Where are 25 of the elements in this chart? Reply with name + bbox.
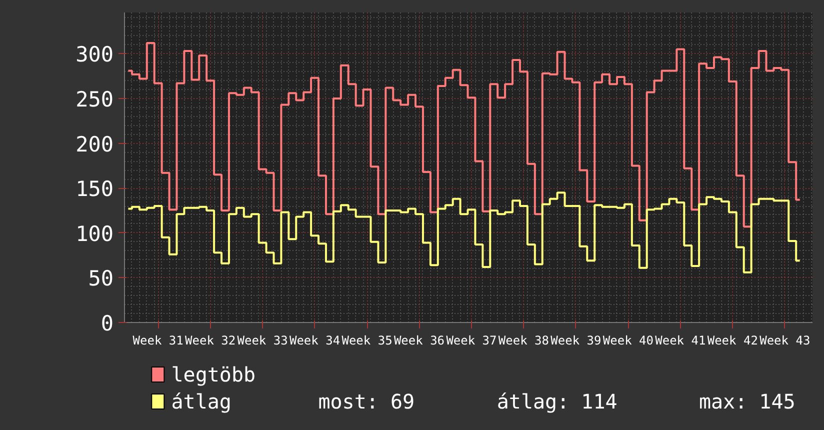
y-tick-label: 150	[76, 177, 114, 202]
y-tick-label: 50	[88, 266, 114, 291]
y-tick-label: 100	[76, 222, 114, 246]
x-tick-label: Week 36	[394, 334, 445, 348]
x-tick-label: Week 34	[289, 334, 340, 348]
x-tick-label: Week 38	[498, 334, 550, 348]
text: most: 69	[318, 390, 415, 414]
x-tick-label: Week 41	[655, 334, 706, 348]
y-tick-label: 200	[76, 132, 114, 156]
y-tick-label: 250	[76, 88, 114, 112]
y-tick-label: 0	[100, 312, 114, 336]
y-tick-label: 300	[76, 42, 114, 67]
legend-label: legtöbb	[171, 362, 256, 386]
text: max: 145	[698, 390, 796, 414]
x-tick-label: Week 37	[446, 334, 497, 348]
x-tick-label: Week 31	[132, 334, 184, 348]
x-tick-label: Week 42	[707, 334, 758, 348]
x-tick-label: Week 40	[602, 334, 654, 348]
legend-label: átlag	[171, 390, 232, 414]
x-tick-label: Week 32	[185, 334, 236, 348]
text: átlag: 114	[496, 390, 618, 414]
x-tick-label: Week 33	[237, 334, 288, 348]
x-tick-label: Week 39	[550, 334, 602, 348]
x-tick-label: Week 43	[760, 334, 810, 348]
x-tick-label: Week 35	[342, 334, 392, 348]
